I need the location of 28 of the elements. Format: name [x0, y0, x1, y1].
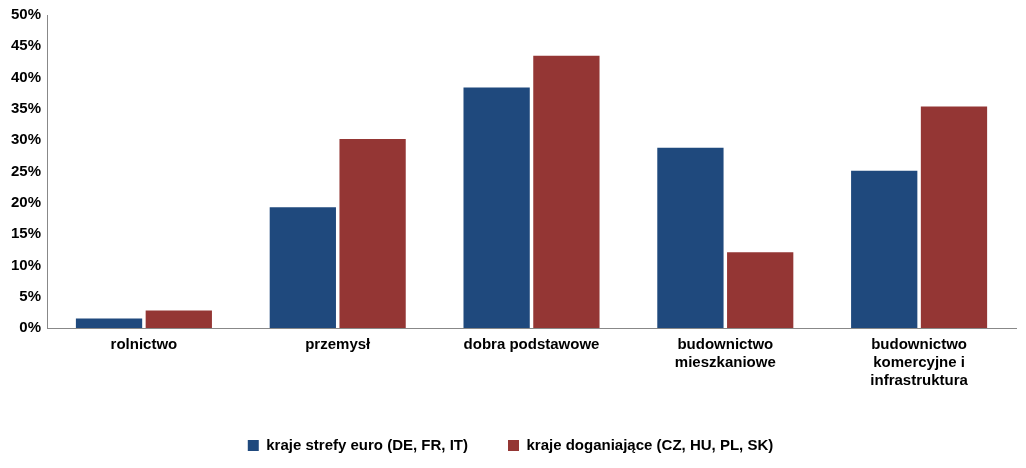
- bar: [851, 170, 918, 328]
- bar: [533, 55, 600, 328]
- x-tick-label: budownictwo komercyjne i infrastruktura: [870, 335, 969, 389]
- y-tick-label: 35%: [10, 99, 42, 117]
- y-tick-label: 0%: [19, 318, 42, 336]
- y-tick-label: 25%: [10, 161, 42, 179]
- legend-label: kraje doganiające (CZ, HU, PL, SK): [526, 435, 774, 453]
- bar: [75, 318, 143, 328]
- y-tick-label: 5%: [19, 286, 42, 304]
- y-tick-label: 15%: [10, 224, 42, 242]
- bar: [920, 106, 988, 328]
- bar: [657, 147, 724, 328]
- x-tick-label: dobra podstawowe: [463, 335, 600, 353]
- y-tick-label: 50%: [10, 5, 42, 23]
- legend-label: kraje strefy euro (DE, FR, IT): [266, 435, 468, 453]
- y-tick-label: 10%: [10, 255, 42, 273]
- x-tick-label: przemysł: [305, 335, 372, 353]
- bar: [727, 252, 794, 328]
- x-tick-label: rolnictwo: [110, 335, 178, 353]
- y-tick-label: 30%: [10, 130, 42, 148]
- bar: [145, 310, 212, 328]
- bar: [463, 87, 530, 328]
- y-tick-label: 45%: [10, 36, 42, 54]
- bar: [339, 138, 406, 328]
- bar: [269, 207, 336, 328]
- y-tick-label: 40%: [10, 67, 42, 85]
- x-tick-label: budownictwo mieszkaniowe: [674, 335, 776, 371]
- y-tick-label: 20%: [10, 192, 42, 210]
